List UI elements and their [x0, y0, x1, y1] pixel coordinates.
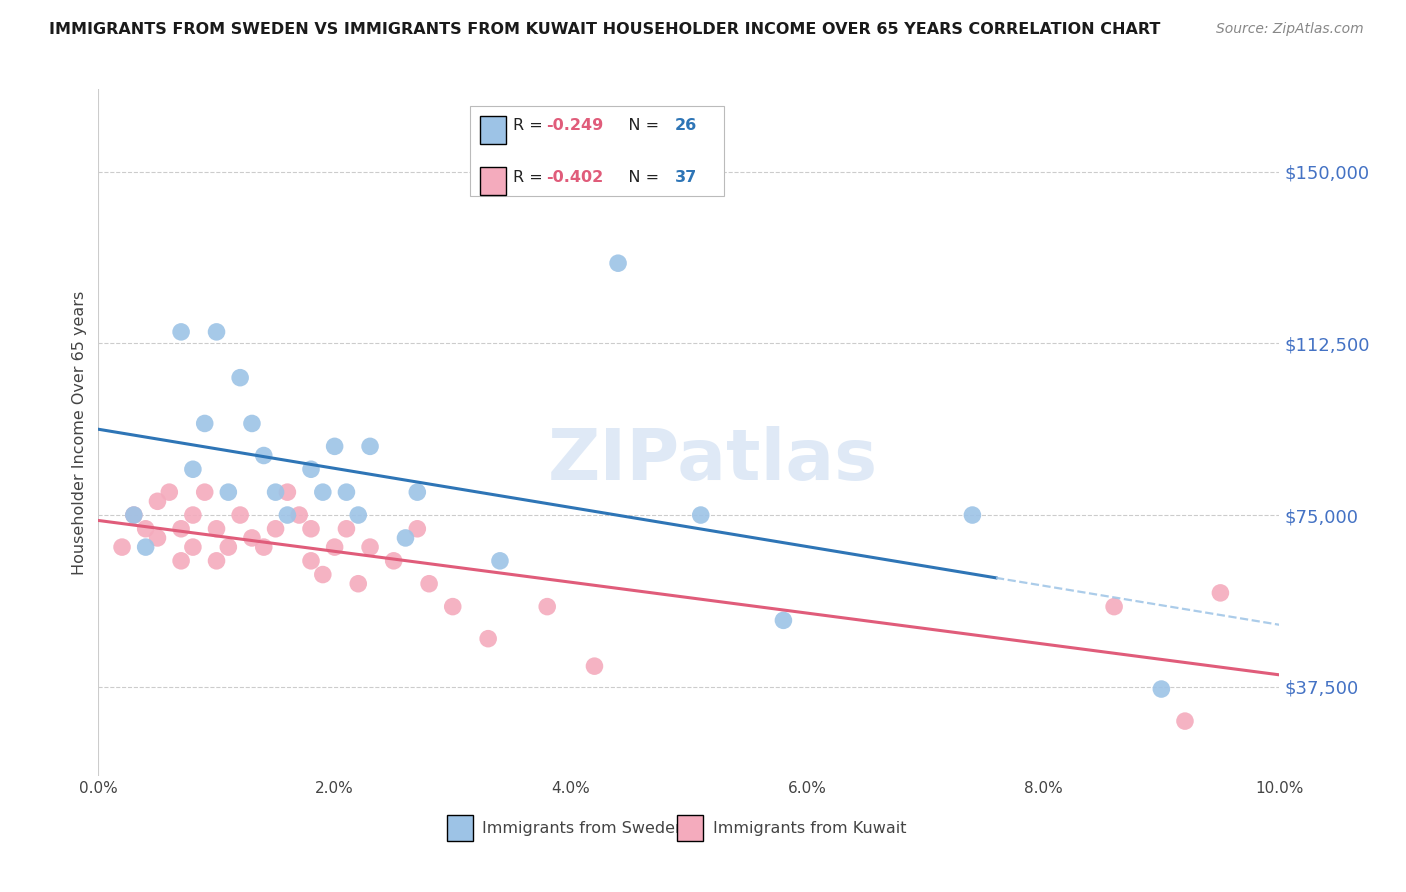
FancyBboxPatch shape — [479, 116, 506, 144]
Point — [441, 599, 464, 614]
Point — [135, 522, 157, 536]
Point — [299, 522, 322, 536]
Point — [536, 599, 558, 614]
Point — [146, 531, 169, 545]
Point — [253, 449, 276, 463]
Point — [312, 485, 335, 500]
Text: Immigrants from Kuwait: Immigrants from Kuwait — [713, 821, 905, 836]
Point — [181, 462, 204, 476]
Point — [205, 522, 228, 536]
Point — [323, 439, 346, 453]
Point — [335, 522, 357, 536]
Text: 37: 37 — [675, 169, 697, 185]
FancyBboxPatch shape — [471, 106, 724, 195]
Text: Immigrants from Sweden: Immigrants from Sweden — [482, 821, 686, 836]
Point — [253, 540, 276, 554]
Point — [217, 540, 239, 554]
Text: -0.249: -0.249 — [546, 118, 603, 133]
Point — [170, 554, 193, 568]
Point — [962, 508, 984, 522]
Point — [1209, 586, 1232, 600]
Point — [689, 508, 711, 522]
Point — [1174, 714, 1197, 728]
Point — [194, 485, 217, 500]
Point — [359, 540, 381, 554]
Point — [111, 540, 134, 554]
Point — [264, 522, 287, 536]
Text: R =: R = — [513, 118, 548, 133]
Point — [194, 417, 217, 431]
Point — [170, 325, 193, 339]
Point — [276, 508, 298, 522]
Point — [135, 540, 157, 554]
Point — [205, 325, 228, 339]
Point — [157, 485, 180, 500]
Point — [772, 613, 794, 627]
Point — [205, 554, 228, 568]
Point — [323, 540, 346, 554]
Point — [583, 659, 606, 673]
Point — [382, 554, 405, 568]
Text: N =: N = — [613, 118, 665, 133]
Text: Source: ZipAtlas.com: Source: ZipAtlas.com — [1216, 22, 1364, 37]
Point — [181, 508, 204, 522]
Point — [359, 439, 381, 453]
Point — [217, 485, 239, 500]
Point — [1102, 599, 1125, 614]
FancyBboxPatch shape — [678, 815, 703, 841]
Point — [394, 531, 416, 545]
Point — [276, 485, 298, 500]
Point — [229, 508, 252, 522]
Text: N =: N = — [613, 169, 665, 185]
Point — [418, 576, 440, 591]
Point — [335, 485, 357, 500]
Text: -0.402: -0.402 — [546, 169, 603, 185]
Text: ZIPatlas: ZIPatlas — [547, 425, 877, 494]
Point — [288, 508, 311, 522]
Point — [229, 370, 252, 384]
Point — [347, 576, 370, 591]
Point — [264, 485, 287, 500]
Text: 26: 26 — [675, 118, 697, 133]
Point — [406, 522, 429, 536]
Point — [170, 522, 193, 536]
Text: R =: R = — [513, 169, 548, 185]
Point — [607, 256, 630, 270]
Point — [146, 494, 169, 508]
Point — [122, 508, 145, 522]
Point — [122, 508, 145, 522]
Point — [299, 554, 322, 568]
Point — [181, 540, 204, 554]
Point — [299, 462, 322, 476]
Point — [477, 632, 499, 646]
Point — [406, 485, 429, 500]
FancyBboxPatch shape — [479, 167, 506, 195]
Point — [1150, 681, 1173, 696]
Point — [347, 508, 370, 522]
FancyBboxPatch shape — [447, 815, 472, 841]
Point — [489, 554, 512, 568]
Point — [312, 567, 335, 582]
Point — [240, 417, 263, 431]
Text: IMMIGRANTS FROM SWEDEN VS IMMIGRANTS FROM KUWAIT HOUSEHOLDER INCOME OVER 65 YEAR: IMMIGRANTS FROM SWEDEN VS IMMIGRANTS FRO… — [49, 22, 1160, 37]
Y-axis label: Householder Income Over 65 years: Householder Income Over 65 years — [72, 291, 87, 574]
Point — [240, 531, 263, 545]
